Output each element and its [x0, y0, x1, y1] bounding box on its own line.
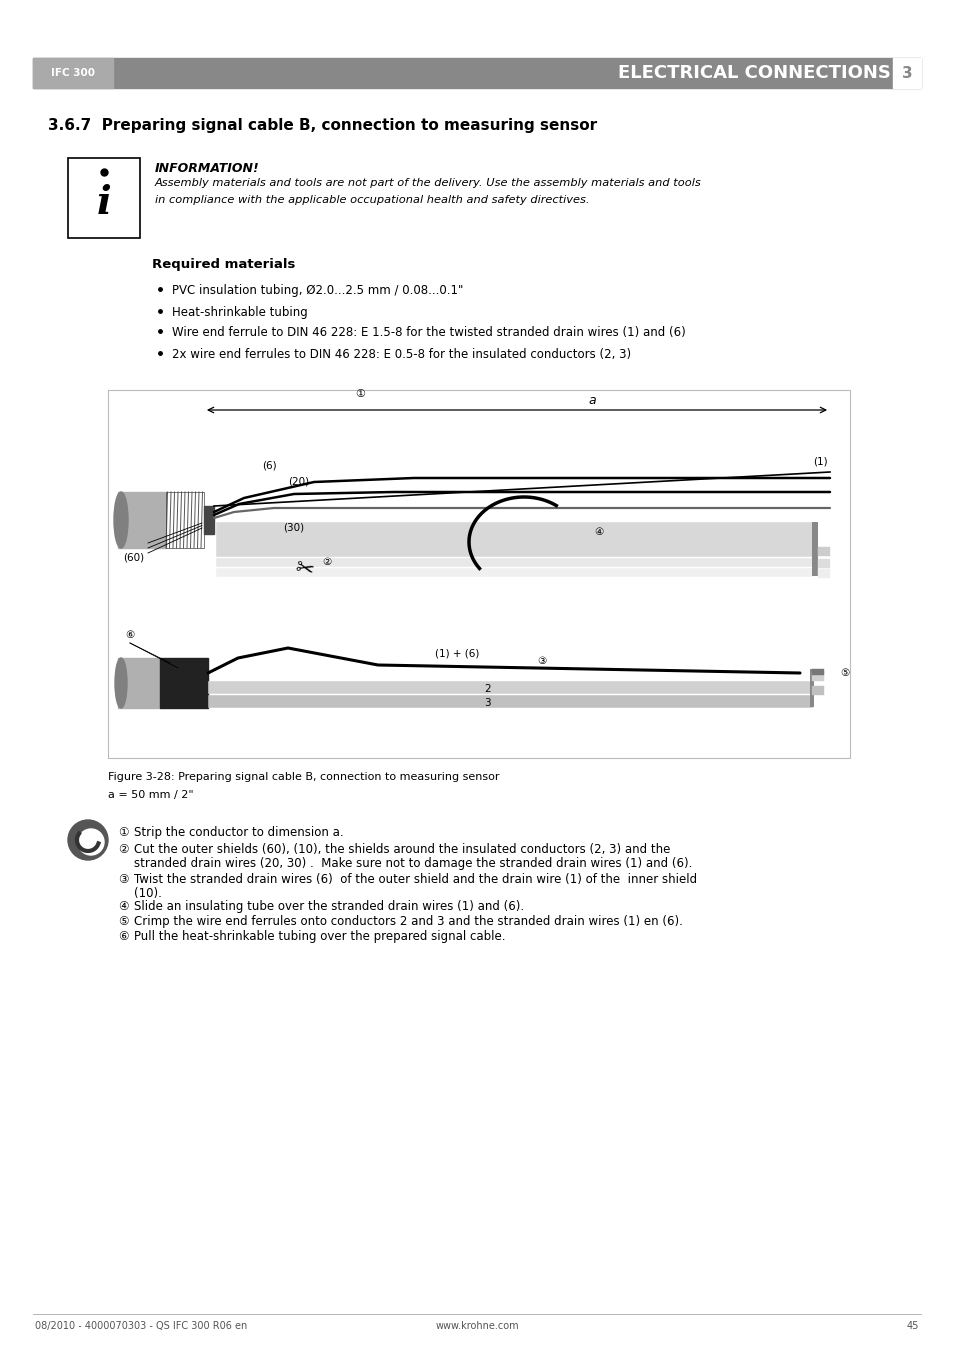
Bar	[68, 158, 140, 238]
Text: a = 50 mm / 2": a = 50 mm / 2"	[108, 790, 193, 800]
Text: ✂: ✂	[293, 558, 315, 582]
Bar	[817, 559, 829, 567]
Bar	[817, 569, 829, 578]
Text: 3: 3	[901, 65, 911, 81]
Text: 3: 3	[484, 698, 491, 708]
Text: ②: ②	[118, 843, 129, 857]
Circle shape	[78, 830, 104, 855]
Bar	[166, 492, 204, 549]
Bar	[215, 521, 811, 557]
Bar	[108, 390, 849, 758]
Text: stranded drain wires (20, 30) .  Make sure not to damage the stranded drain wire: stranded drain wires (20, 30) . Make sur…	[133, 857, 692, 870]
Text: IFC 300: IFC 300	[51, 68, 95, 78]
Text: (30): (30)	[283, 521, 304, 532]
Text: INFORMATION!: INFORMATION!	[154, 162, 259, 176]
Bar	[33, 58, 112, 88]
Text: (20): (20)	[288, 476, 309, 486]
Bar	[33, 58, 920, 88]
Bar	[208, 694, 811, 707]
Text: (60): (60)	[123, 553, 145, 563]
Text: (6): (6)	[261, 459, 276, 470]
Text: in compliance with the applicable occupational health and safety directives.: in compliance with the applicable occupa…	[154, 195, 589, 205]
Text: ⑥: ⑥	[118, 929, 129, 943]
Bar	[215, 567, 811, 576]
Circle shape	[68, 820, 108, 861]
Text: ELECTRICAL CONNECTIONS: ELECTRICAL CONNECTIONS	[618, 63, 890, 82]
Bar	[160, 658, 208, 708]
Text: Cut the outer shields (60), (10), the shields around the insulated conductors (2: Cut the outer shields (60), (10), the sh…	[133, 843, 670, 857]
Bar	[204, 507, 213, 534]
Text: ②: ②	[322, 557, 331, 567]
Text: 45: 45	[905, 1321, 918, 1331]
Ellipse shape	[115, 658, 127, 708]
Text: 2x wire end ferrules to DIN 46 228: E 0.5-8 for the insulated conductors (2, 3): 2x wire end ferrules to DIN 46 228: E 0.…	[172, 349, 631, 361]
Text: ⑥: ⑥	[125, 630, 134, 640]
Text: PVC insulation tubing, Ø2.0...2.5 mm / 0.08...0.1": PVC insulation tubing, Ø2.0...2.5 mm / 0…	[172, 284, 463, 297]
Bar	[118, 658, 160, 708]
Text: Slide an insulating tube over the stranded drain wires (1) and (6).: Slide an insulating tube over the strand…	[133, 900, 523, 913]
Text: ⑤: ⑤	[118, 915, 129, 928]
Text: ③: ③	[118, 873, 129, 886]
Text: (10).: (10).	[133, 888, 162, 900]
Text: www.krohne.com: www.krohne.com	[435, 1321, 518, 1331]
Text: (1) + (6): (1) + (6)	[435, 648, 478, 658]
Text: 08/2010 - 4000070303 - QS IFC 300 R06 en: 08/2010 - 4000070303 - QS IFC 300 R06 en	[35, 1321, 247, 1331]
Text: 3.6.7  Preparing signal cable B, connection to measuring sensor: 3.6.7 Preparing signal cable B, connecti…	[48, 118, 597, 132]
Bar	[811, 686, 823, 694]
Text: ①: ①	[118, 825, 129, 839]
Ellipse shape	[113, 492, 128, 549]
Text: Wire end ferrule to DIN 46 228: E 1.5-8 for the twisted stranded drain wires (1): Wire end ferrule to DIN 46 228: E 1.5-8 …	[172, 326, 685, 339]
Bar	[811, 669, 823, 676]
Text: ④: ④	[594, 527, 602, 536]
Bar	[811, 521, 817, 576]
Text: Assembly materials and tools are not part of the delivery. Use the assembly mate: Assembly materials and tools are not par…	[154, 178, 701, 188]
Text: ③: ③	[537, 657, 545, 666]
Text: ④: ④	[118, 900, 129, 913]
Bar	[809, 669, 813, 707]
Text: Figure 3-28: Preparing signal cable B, connection to measuring sensor: Figure 3-28: Preparing signal cable B, c…	[108, 771, 499, 782]
Text: i: i	[96, 184, 112, 222]
Bar	[817, 547, 829, 557]
Text: ①: ①	[355, 389, 365, 399]
Text: Crimp the wire end ferrules onto conductors 2 and 3 and the stranded drain wires: Crimp the wire end ferrules onto conduct…	[133, 915, 682, 928]
Bar	[811, 671, 823, 681]
Text: Pull the heat-shrinkable tubing over the prepared signal cable.: Pull the heat-shrinkable tubing over the…	[133, 929, 505, 943]
Text: ⑤: ⑤	[840, 667, 848, 678]
Text: 2: 2	[484, 684, 491, 694]
Text: Strip the conductor to dimension a.: Strip the conductor to dimension a.	[133, 825, 343, 839]
Bar	[892, 58, 920, 88]
Text: (1): (1)	[812, 457, 826, 467]
Bar	[208, 681, 811, 693]
Text: Twist the stranded drain wires (6)  of the outer shield and the drain wire (1) o: Twist the stranded drain wires (6) of th…	[133, 873, 697, 886]
Bar	[215, 558, 811, 566]
Text: Heat-shrinkable tubing: Heat-shrinkable tubing	[172, 305, 308, 319]
Text: Required materials: Required materials	[152, 258, 295, 272]
Text: a: a	[588, 393, 596, 407]
Bar	[118, 492, 166, 549]
